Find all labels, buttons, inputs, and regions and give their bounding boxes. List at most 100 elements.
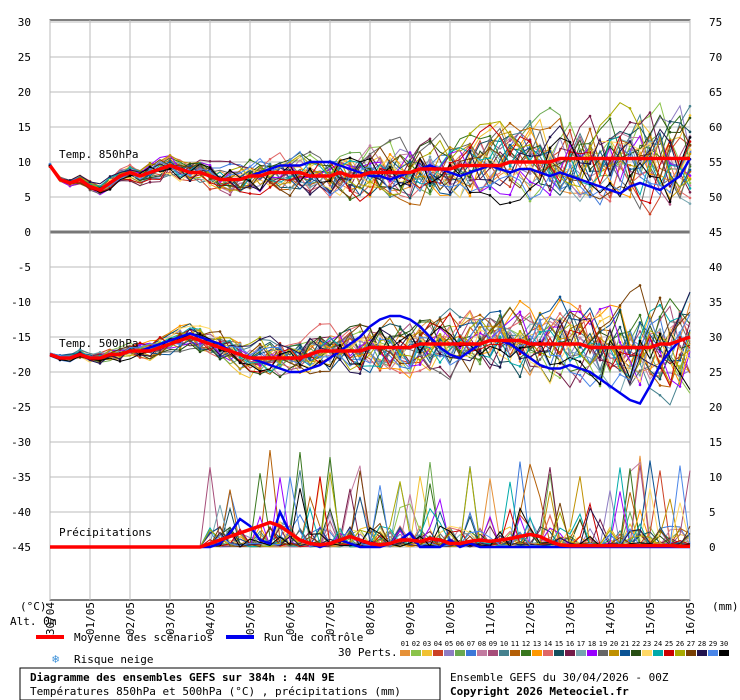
pert-point [358, 324, 362, 327]
pert-point [608, 199, 612, 203]
pert-legend-swatch [697, 650, 707, 656]
pert-point [568, 191, 572, 195]
right-tick-label: 5 [709, 506, 716, 519]
control-line-t500 [49, 314, 691, 406]
pert-point [528, 119, 532, 123]
pert-point [418, 331, 422, 334]
pert-point [508, 137, 512, 140]
pert-point [628, 135, 632, 139]
pert-legend-number: 16 [566, 640, 574, 648]
pert-point [538, 327, 542, 331]
pert-point [558, 362, 562, 365]
pert-point [678, 347, 682, 351]
x-date-label: 10/05 [444, 602, 457, 635]
pert-point [688, 191, 692, 194]
pert-point [538, 350, 542, 353]
pert-point [628, 163, 632, 167]
pert-point [468, 194, 472, 198]
pert-point [378, 351, 382, 355]
right-tick-label: 40 [709, 261, 722, 274]
pert-point [208, 170, 212, 173]
pert-legend-number: 14 [544, 640, 552, 648]
pert-point [278, 350, 282, 354]
pert-point [648, 212, 652, 216]
pert-point [408, 174, 412, 178]
pert-point [468, 185, 472, 188]
pert-point [598, 310, 602, 313]
pert-legend-number: 15 [555, 640, 563, 648]
pert-point [618, 353, 622, 357]
pert-point [638, 336, 642, 339]
x-date-label: 30/04 [44, 602, 57, 635]
pert-point [208, 181, 212, 184]
pert-point [618, 332, 622, 336]
pert-legend-swatch [686, 650, 696, 656]
pert-point [138, 352, 142, 356]
pert-point [598, 327, 602, 330]
pert-point [448, 193, 452, 196]
pert-legend-swatch [499, 650, 509, 656]
pert-point [578, 346, 582, 349]
pert-point [488, 138, 492, 141]
pert-point [218, 349, 222, 352]
perturbation-legend: 01 02 03 04 05 06 07 08 09 10 11 12 13 14 15 16 17 18 19 20… [400, 640, 729, 656]
pert-point [268, 180, 272, 184]
pert-legend-swatch [642, 650, 652, 656]
pert-point [428, 181, 432, 185]
pert-point [138, 343, 142, 347]
pert-point [358, 340, 362, 343]
pert-point [498, 325, 502, 329]
pert-point [278, 361, 282, 365]
pert-point [298, 346, 302, 349]
pert-point [248, 179, 252, 183]
pert-point [338, 358, 342, 361]
pert-point [318, 353, 322, 356]
pert-point [518, 310, 522, 314]
pert-point [278, 343, 282, 346]
pert-point [228, 162, 232, 166]
pert-legend-number: 17 [577, 640, 585, 648]
pert-point [628, 195, 632, 199]
legend-perts-label: 30 Perts. [338, 646, 398, 659]
pert-point [378, 337, 382, 341]
pert-point [258, 346, 262, 350]
pert-point [438, 317, 442, 320]
pert-point [408, 155, 412, 158]
pert-point [558, 373, 562, 376]
pert-point [518, 375, 522, 379]
pert-point [488, 128, 492, 132]
pert-point [318, 322, 322, 326]
pert-point [468, 161, 472, 165]
pert-point [228, 169, 232, 172]
pert-point [238, 356, 242, 359]
pert-point [338, 343, 342, 347]
legend-snow-label: Risque neige [74, 653, 153, 666]
pert-point [148, 167, 152, 171]
pert-point [618, 309, 622, 313]
pert-point [578, 304, 582, 308]
pert-point [528, 183, 532, 187]
pert-point [658, 384, 662, 387]
pert-legend-number: 05 [445, 640, 453, 648]
pert-point [498, 365, 502, 369]
pert-point [268, 177, 272, 181]
left-tick-label: 20 [18, 86, 31, 99]
pert-point [518, 360, 522, 363]
pert-point [508, 134, 512, 137]
pert-point [518, 357, 522, 360]
pert-point [658, 315, 662, 319]
copyright: Copyright 2026 Meteociel.fr [450, 685, 629, 698]
pert-point [318, 360, 322, 363]
right-tick-label: 10 [709, 471, 722, 484]
pert-point [678, 334, 682, 337]
pert-legend-number: 22 [632, 640, 640, 648]
pert-point [98, 362, 102, 365]
pert-point [258, 348, 262, 352]
pert-point [678, 372, 682, 375]
pert-point [458, 335, 462, 339]
pert-point [298, 352, 302, 355]
pert-point [288, 158, 292, 162]
pert-point [358, 345, 362, 348]
pert-point [418, 319, 422, 323]
pert-legend-number: 25 [665, 640, 673, 648]
